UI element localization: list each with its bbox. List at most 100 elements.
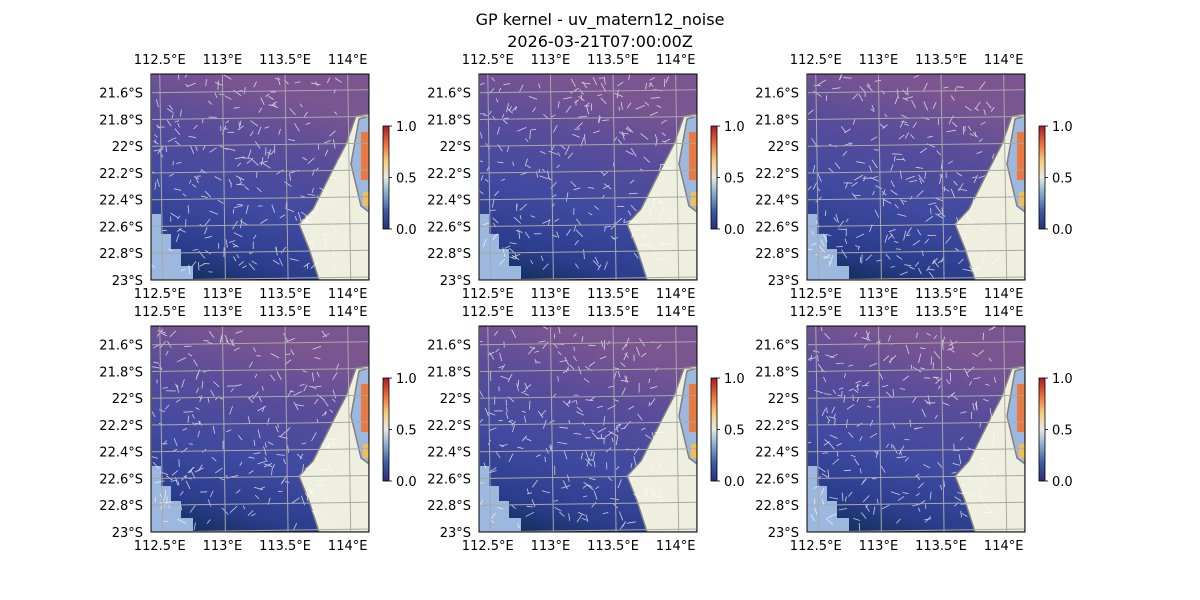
vector-arrow — [564, 356, 570, 366]
vector-arrow — [240, 218, 243, 229]
lat-tick-label: 21.8°S — [99, 365, 143, 380]
vector-arrow — [207, 100, 213, 105]
vector-arrow — [975, 266, 982, 270]
vector-arrow — [233, 232, 243, 238]
vector-arrow — [233, 347, 240, 352]
vector-arrow — [896, 456, 907, 459]
vector-arrow — [967, 125, 972, 131]
vector-arrow — [623, 352, 628, 361]
vector-arrow — [574, 99, 580, 104]
gridline-lon — [612, 74, 617, 280]
vector-arrow — [600, 82, 607, 93]
vector-arrow — [258, 107, 263, 113]
vector-arrow — [810, 514, 816, 522]
vector-arrow — [573, 432, 582, 435]
lon-tick-label-top: 113.5°E — [259, 305, 311, 320]
lon-tick-label-bottom: 113.5°E — [587, 539, 639, 554]
gridline-lat — [479, 249, 697, 254]
vector-arrow — [604, 226, 606, 232]
vector-arrow — [888, 355, 897, 363]
vector-arrow — [970, 493, 975, 498]
vector-arrow — [822, 452, 829, 454]
vector-arrow — [154, 480, 165, 484]
vector-arrow — [248, 252, 253, 254]
gridline-lat — [151, 501, 369, 506]
vector-arrow — [925, 215, 934, 222]
vector-arrow — [869, 419, 874, 427]
vector-arrow — [580, 94, 583, 101]
vector-arrow — [585, 399, 594, 402]
vector-arrow — [912, 503, 921, 507]
lon-tick-label-bottom: 113.5°E — [259, 287, 311, 302]
lat-tick-label: 22.6°S — [755, 472, 799, 487]
lon-tick-label-top: 113°E — [203, 53, 243, 68]
colorbar-tick-label: 0.0 — [396, 223, 417, 238]
vector-arrow — [975, 101, 981, 109]
map-panel-4: 112.5°E 112.5°E 113°E 113°E 113.5°E 113.5°E 11… — [99, 305, 416, 554]
vector-arrow — [862, 495, 870, 503]
vector-arrow — [203, 218, 211, 227]
gridline-lon — [815, 326, 820, 532]
vector-arrow — [834, 162, 841, 169]
vector-arrow — [174, 120, 180, 123]
vector-arrow — [322, 333, 330, 338]
warm-cell — [363, 444, 369, 458]
vector-arrow — [981, 252, 986, 262]
vector-arrow — [590, 450, 593, 457]
vector-arrow — [614, 92, 624, 97]
vector-arrow — [976, 151, 983, 155]
vector-arrow — [191, 414, 195, 419]
vector-arrow — [251, 260, 258, 265]
vector-arrow — [820, 326, 823, 332]
vector-arrow — [153, 361, 159, 364]
vector-arrow — [888, 335, 892, 342]
vector-arrow — [862, 477, 867, 483]
vector-arrow — [257, 429, 261, 439]
lat-tick-label: 22°S — [440, 392, 471, 407]
vector-arrow — [308, 488, 315, 498]
vector-arrow — [168, 173, 175, 177]
vector-arrow — [650, 486, 654, 496]
vector-arrow — [633, 252, 639, 259]
vector-arrow — [310, 261, 319, 269]
vector-arrow — [174, 140, 181, 146]
gridline-lat — [479, 341, 697, 346]
gridline-lon — [612, 326, 617, 532]
vector-arrow — [646, 490, 649, 496]
vector-arrow — [902, 375, 910, 382]
gridline-lat — [151, 474, 369, 479]
lon-tick-label-bottom: 114°E — [984, 287, 1024, 302]
lon-tick-label-top: 113.5°E — [915, 53, 967, 68]
vector-arrow — [576, 218, 581, 225]
vector-arrow — [253, 81, 257, 88]
vector-arrow — [620, 362, 626, 367]
lon-tick-label-bottom: 112.5°E — [134, 539, 186, 554]
vector-arrow — [261, 407, 265, 413]
vector-arrow — [549, 445, 553, 452]
vector-arrow — [906, 227, 912, 236]
vector-arrow — [280, 246, 287, 254]
vector-arrow — [664, 218, 672, 223]
vector-arrow — [633, 456, 637, 466]
vector-arrow — [534, 350, 540, 353]
vector-arrow — [813, 84, 821, 87]
lat-tick-label: 21.6°S — [99, 87, 143, 102]
vector-arrow — [276, 371, 282, 381]
vector-arrow — [651, 431, 655, 438]
gridline-lat — [807, 501, 1025, 506]
vector-arrow — [649, 82, 654, 88]
vector-arrow — [268, 104, 274, 107]
vector-arrow — [497, 507, 504, 510]
vector-arrow — [293, 522, 298, 530]
vector-arrow — [918, 482, 924, 489]
vector-arrow — [490, 519, 495, 524]
vector-arrow — [658, 164, 662, 171]
vector-arrow — [276, 454, 285, 456]
lat-tick-label: 23°S — [112, 526, 143, 541]
vector-arrow — [981, 495, 986, 498]
vector-arrow — [633, 447, 640, 455]
colorbar-tick-label: 0.5 — [396, 172, 417, 187]
vector-arrow — [902, 200, 907, 202]
lat-tick-label: 21.6°S — [427, 339, 471, 354]
colorbar-tick-label: 0.5 — [1052, 172, 1073, 187]
